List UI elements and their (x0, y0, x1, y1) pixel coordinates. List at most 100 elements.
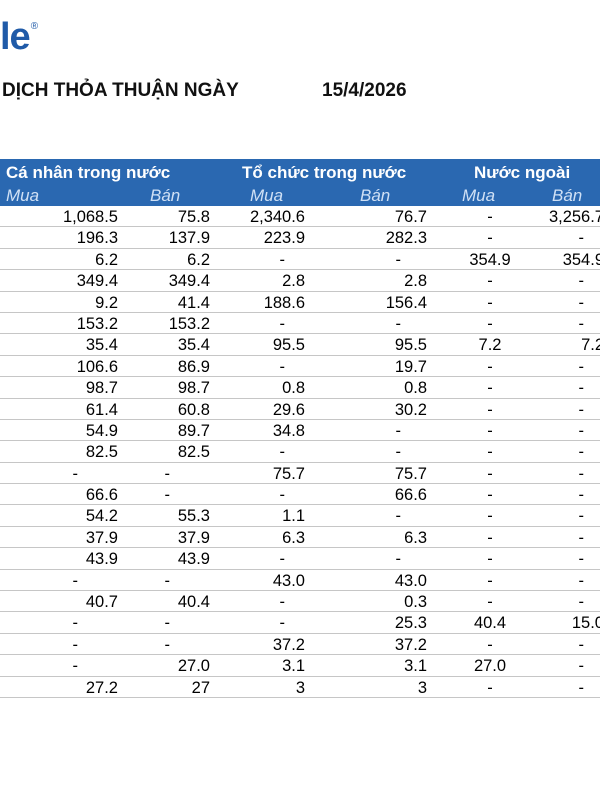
table-row: 40.7 40.4 - 0.3 - - (0, 591, 600, 613)
table-cell: - (164, 614, 171, 633)
table-row: 98.7 98.7 0.8 0.8 - - (0, 377, 600, 399)
table-cell: 29.6 (272, 400, 305, 419)
table-cell: 6.3 (404, 528, 427, 547)
trading-table: 1,068.5 75.8 2,340.6 76.7 - 3,256.7 196.3 137.9… (0, 206, 600, 698)
table-cell: - (279, 614, 286, 633)
table-cell: 6.3 (282, 528, 305, 547)
table-cell: 43.9 (177, 550, 210, 569)
table-cell: - (72, 464, 79, 483)
table-cell: - (487, 208, 493, 226)
table-row: 43.9 43.9 - - - - (0, 548, 600, 570)
table-cell: 3 (295, 678, 305, 697)
table-cell: 35.4 (85, 336, 118, 355)
table-cell: 43.0 (394, 571, 427, 590)
table-cell: 66.6 (394, 486, 427, 505)
table-cell: 19.7 (394, 357, 427, 376)
table-cell: 60.8 (177, 400, 210, 419)
table-cell: - (279, 550, 286, 569)
registered-mark: ® (30, 21, 38, 32)
table-cell: 156.4 (385, 293, 427, 312)
subheader-sell: Bán (552, 186, 583, 205)
table-cell: 7.2 (478, 336, 502, 355)
table-cell: - (164, 464, 171, 483)
table-cell: - (395, 507, 402, 526)
table-cell: - (578, 400, 585, 419)
table-cell: - (578, 357, 585, 376)
table-cell: - (487, 678, 493, 697)
table-cell: 153.2 (76, 314, 118, 333)
table-cell: - (578, 443, 585, 462)
table-cell: - (578, 486, 585, 505)
table-cell: - (578, 314, 585, 333)
table-cell: - (164, 635, 171, 654)
table-cell: 75.7 (394, 464, 427, 483)
table-cell: - (487, 571, 493, 590)
table-cell: 35.4 (177, 336, 210, 355)
table-cell: - (487, 293, 493, 312)
group-header-domestic-individuals: Cá nhân trong nước (6, 163, 171, 182)
table-cell: 153.2 (168, 314, 210, 333)
table-cell: - (395, 314, 402, 333)
table-cell: 1.1 (282, 507, 305, 526)
table-row: 6.2 6.2 - - 354.9 354.9 (0, 249, 600, 271)
table-row: 37.9 37.9 6.3 6.3 - - (0, 527, 600, 549)
table-row: 1,068.5 75.8 2,340.6 76.7 - 3,256.7 (0, 206, 600, 228)
table-cell: - (279, 314, 286, 333)
table-cell: - (487, 635, 493, 654)
table-cell: - (578, 229, 585, 248)
table-cell: 40.4 (473, 614, 507, 633)
table-cell: - (487, 464, 493, 483)
table-row: 54.9 89.7 34.8 - - - (0, 420, 600, 442)
table-cell: 15.0 (571, 614, 600, 633)
subheader-sell: Bán (360, 186, 391, 205)
table-cell: - (279, 486, 286, 505)
table-row: - - 37.2 37.2 - - (0, 634, 600, 656)
table-cell: - (487, 507, 493, 526)
table-row: 27.2 27 3 3 - - (0, 677, 600, 698)
table-cell: 40.4 (177, 593, 210, 612)
table-row: 9.2 41.4 188.6 156.4 - - (0, 292, 600, 313)
table-cell: - (164, 571, 171, 590)
table-cell: - (279, 443, 286, 462)
table-cell: 54.9 (85, 421, 118, 440)
table-cell: - (578, 528, 585, 547)
table-row: 196.3 137.9 223.9 282.3 - - (0, 227, 600, 249)
table-cell: 89.7 (177, 421, 210, 440)
table-cell: - (487, 400, 493, 419)
table-row: 106.6 86.9 - 19.7 - - (0, 356, 600, 378)
table-cell: 188.6 (263, 293, 305, 312)
table-cell: 2,340.6 (249, 208, 305, 226)
table-cell: 349.4 (168, 272, 210, 291)
table-cell: 43.9 (85, 550, 118, 569)
table-cell: - (487, 443, 493, 462)
table-cell: 37.2 (394, 635, 427, 654)
table-cell: - (578, 550, 585, 569)
table-row: - - 75.7 75.7 - - (0, 463, 600, 485)
table-cell: 0.8 (404, 379, 427, 398)
table-cell: 41.4 (177, 293, 210, 312)
table-cell: 6.2 (95, 250, 118, 269)
table-cell: 3.1 (404, 657, 427, 676)
table-row: - 27.0 3.1 3.1 27.0 - (0, 655, 600, 677)
table-cell: 61.4 (85, 400, 118, 419)
table-cell: 27 (191, 678, 210, 697)
table-cell: 37.2 (272, 635, 305, 654)
page-title: DỊCH THỎA THUẬN NGÀY (2, 80, 239, 101)
table-cell: - (395, 550, 402, 569)
table-cell: 27.0 (473, 657, 507, 676)
table-row: 54.2 55.3 1.1 - - - (0, 505, 600, 527)
table-row: 35.4 35.4 95.5 95.5 7.2 7.2 (0, 334, 600, 356)
table-cell: 25.3 (394, 614, 427, 633)
table-cell: - (487, 593, 493, 612)
table-row: 66.6 - - 66.6 - - (0, 484, 600, 506)
table-cell: - (578, 464, 585, 483)
table-cell: - (164, 486, 171, 505)
table-cell: 349.4 (76, 272, 118, 291)
subheader-buy: Mua (462, 186, 496, 205)
table-cell: 95.5 (272, 336, 305, 355)
table-cell: 30.2 (394, 400, 427, 419)
table-cell: - (578, 379, 585, 398)
table-cell: 66.6 (85, 486, 118, 505)
subheader-sell: Bán (150, 186, 181, 205)
table-cell: 223.9 (263, 229, 305, 248)
